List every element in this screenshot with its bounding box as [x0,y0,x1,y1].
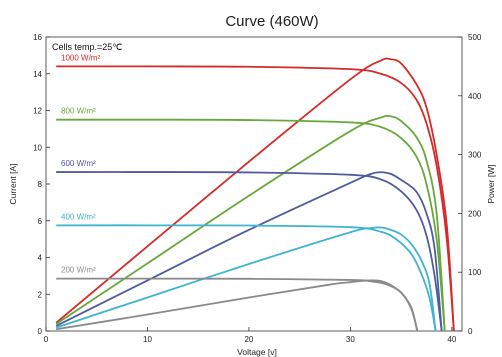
series-label-1000w: 1000 W/m² [61,53,100,62]
right-axis-tick-label: 0 [468,327,473,336]
chart-title: Curve (460W) [225,13,318,30]
right-axis-tick-label: 200 [468,209,482,218]
right-axis-tick-label: 500 [468,33,482,42]
x-axis-ticks: 0 10 20 30 40 [44,327,457,344]
left-axis-ticks: 0 2 4 6 8 10 12 14 16 [33,33,50,336]
left-axis-tick-label: 14 [33,70,42,79]
left-axis-tick-label: 6 [38,217,43,226]
series-label-600w: 600 W/m² [61,159,96,168]
right-axis-tick-label: 300 [468,151,482,160]
left-axis-tick-label: 2 [38,290,43,299]
right-axis-tick-label: 400 [468,92,482,101]
plot-area [45,36,463,332]
iv-curve-800w [56,118,446,332]
pv-curve-600w [55,171,443,332]
x-axis-tick-label: 10 [143,335,152,344]
series-layer: 1000 W/m² 800 W/m² 600 W/m² 400 W/m² 200 W/m… [55,53,455,332]
x-axis-tick-label: 0 [44,335,49,344]
right-axis-tick-label: 100 [468,268,482,277]
right-y-axis-label: Power [W] [486,164,496,203]
left-axis-tick-label: 12 [33,107,42,116]
pv-curve-1000w [55,57,455,332]
left-axis-tick-label: 8 [38,180,43,189]
iv-curve-1000w [56,65,455,332]
cell-temperature-annotation: Cells temp.=25℃ [52,42,122,52]
left-axis-tick-label: 4 [38,254,43,263]
iv-curve-600w [56,171,443,332]
x-axis-tick-label: 40 [447,335,456,344]
series-label-200w: 200 W/m² [61,266,96,275]
left-y-axis-label: Current [A] [8,163,18,204]
iv-curve-400w [56,224,437,332]
series-label-800w: 800 W/m² [61,107,96,116]
left-axis-tick-label: 0 [38,327,43,336]
left-axis-tick-label: 10 [33,143,42,152]
pv-curve-200w [56,279,419,332]
pv-curve-800w [55,114,446,332]
x-axis-tick-label: 20 [244,335,253,344]
x-axis-label: Voltage [v] [237,347,277,357]
right-axis-ticks: 0 100 200 300 400 500 [458,33,482,336]
pv-curve-400w [55,226,437,332]
series-label-400w: 400 W/m² [61,212,96,221]
left-axis-tick-label: 16 [33,33,42,42]
x-axis-tick-label: 30 [346,335,355,344]
